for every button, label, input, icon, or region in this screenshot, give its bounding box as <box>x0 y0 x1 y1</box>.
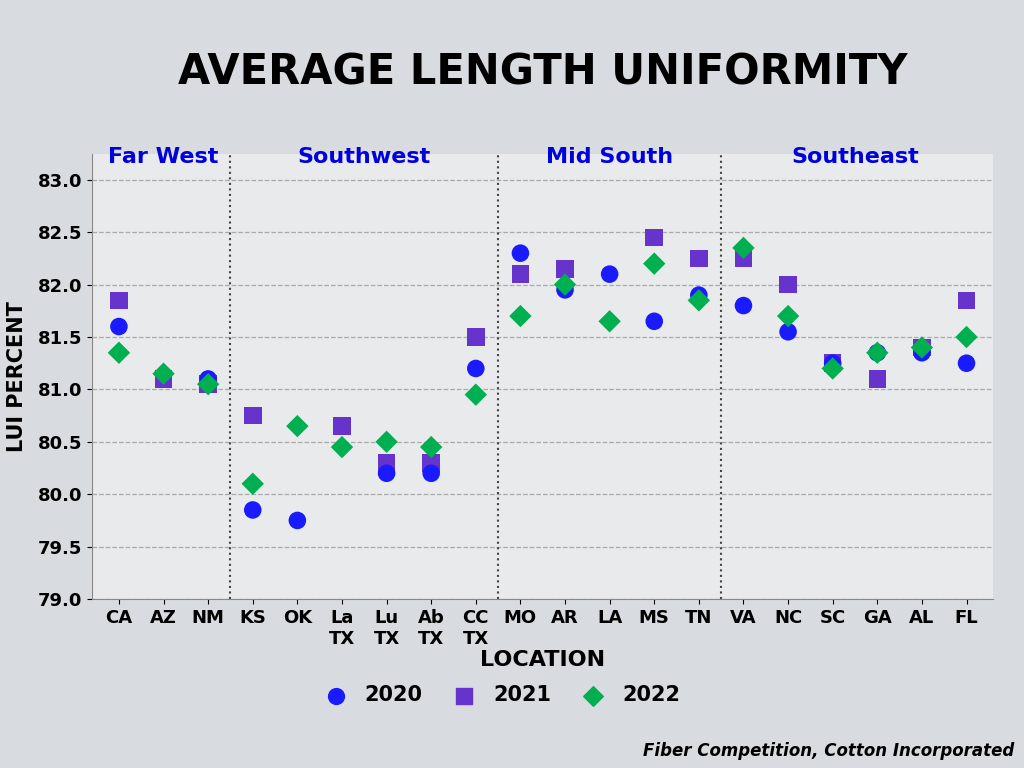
2020 <box>289 515 305 527</box>
2020 <box>690 289 707 301</box>
2021 <box>512 268 528 280</box>
2021 <box>156 372 172 385</box>
2020 <box>200 372 216 385</box>
2022 <box>468 389 484 401</box>
Text: Fiber Competition, Cotton Incorporated: Fiber Competition, Cotton Incorporated <box>642 743 1014 760</box>
2022 <box>334 441 350 453</box>
2021 <box>557 263 573 275</box>
2020 <box>780 326 797 338</box>
2021 <box>869 372 886 385</box>
X-axis label: LOCATION: LOCATION <box>480 650 605 670</box>
2020 <box>245 504 261 516</box>
Legend: 2020, 2021, 2022: 2020, 2021, 2022 <box>306 677 689 713</box>
2022 <box>156 368 172 380</box>
2020 <box>601 268 617 280</box>
2022 <box>869 346 886 359</box>
2021 <box>245 409 261 422</box>
2021 <box>824 357 841 369</box>
2021 <box>111 294 127 306</box>
2020 <box>958 357 975 369</box>
2021 <box>780 279 797 291</box>
2020 <box>557 283 573 296</box>
2020 <box>646 315 663 327</box>
2022 <box>200 378 216 390</box>
2022 <box>245 478 261 490</box>
2021 <box>468 331 484 343</box>
2020 <box>735 300 752 312</box>
2022 <box>780 310 797 323</box>
2020 <box>379 467 395 479</box>
2022 <box>958 331 975 343</box>
2020 <box>468 362 484 375</box>
2022 <box>289 420 305 432</box>
Text: Southeast: Southeast <box>792 147 919 167</box>
2021 <box>423 457 439 469</box>
2022 <box>512 310 528 323</box>
2021 <box>646 231 663 243</box>
2022 <box>646 257 663 270</box>
2022 <box>690 294 707 306</box>
Y-axis label: LUI PERCENT: LUI PERCENT <box>7 301 27 452</box>
2020 <box>423 467 439 479</box>
2021 <box>379 457 395 469</box>
2021 <box>690 252 707 264</box>
2021 <box>200 378 216 390</box>
2020 <box>913 346 930 359</box>
2020 <box>111 320 127 333</box>
2022 <box>913 341 930 353</box>
2020 <box>512 247 528 260</box>
2022 <box>824 362 841 375</box>
2021 <box>913 341 930 353</box>
Text: Mid South: Mid South <box>546 147 673 167</box>
2022 <box>379 435 395 448</box>
2022 <box>111 346 127 359</box>
2021 <box>958 294 975 306</box>
2022 <box>557 279 573 291</box>
2022 <box>601 315 617 327</box>
2021 <box>735 252 752 264</box>
Title: AVERAGE LENGTH UNIFORMITY: AVERAGE LENGTH UNIFORMITY <box>178 51 907 93</box>
Text: Southwest: Southwest <box>298 147 431 167</box>
2022 <box>423 441 439 453</box>
Text: Far West: Far West <box>109 147 219 167</box>
2022 <box>735 242 752 254</box>
2021 <box>334 420 350 432</box>
2020 <box>869 346 886 359</box>
2020 <box>824 357 841 369</box>
